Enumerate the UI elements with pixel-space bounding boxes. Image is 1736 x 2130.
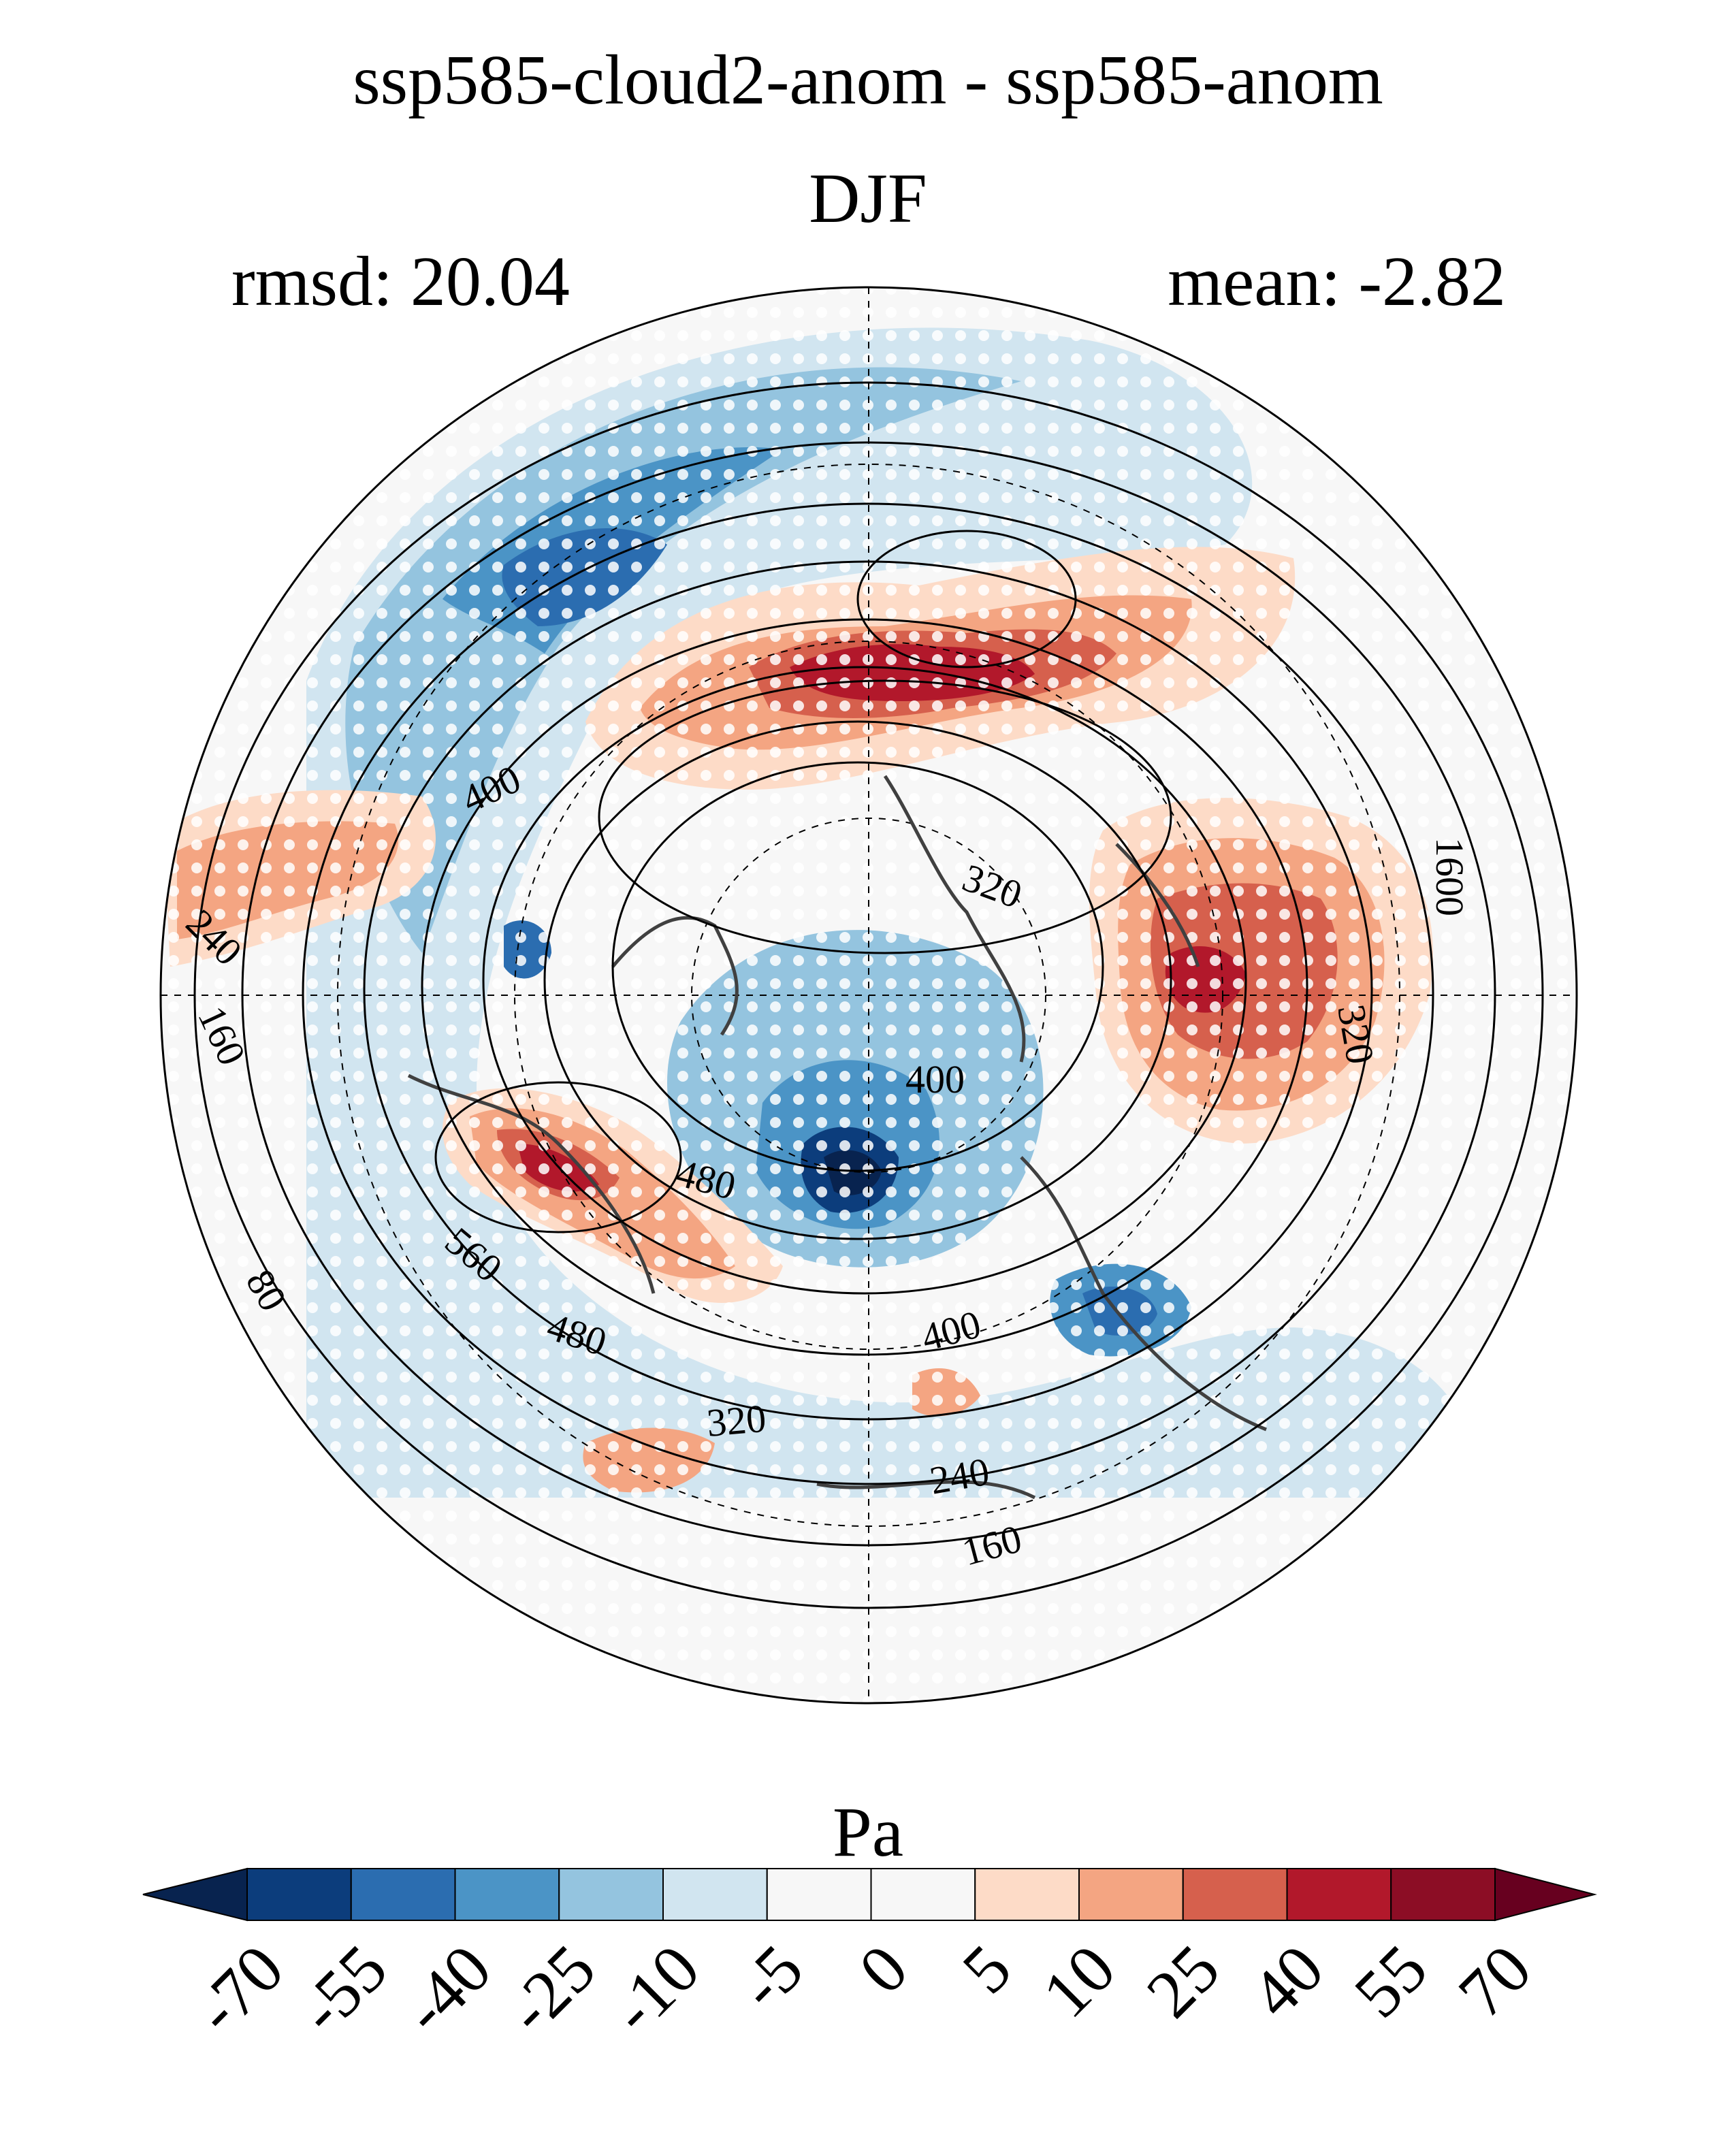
colorbar-swatch (766, 1868, 872, 1921)
contour-label: 400 (905, 1057, 965, 1101)
rmsd-label: rmsd: 20.04 (231, 242, 570, 321)
colorbar-swatch (558, 1868, 664, 1921)
colorbar-tick-label: 10 (1028, 1930, 1130, 2032)
colorbar-units: Pa (833, 1793, 903, 1871)
contour-label: 320 (1329, 1001, 1383, 1067)
polar-map: 400 320 240 160 400 480 560 480 400 320 … (159, 286, 1578, 1705)
colorbar-extend-min (142, 1867, 248, 1922)
colorbar-swatch (1182, 1868, 1288, 1921)
colorbar-tick-label: 40 (1236, 1930, 1338, 2032)
colorbar-tick-label: -25 (492, 1930, 610, 2048)
colorbar-tick-label: -55 (284, 1930, 402, 2048)
map-title: ssp585-cloud2-anom - ssp585-anom (353, 41, 1383, 119)
contour-label: 240 (927, 1449, 993, 1503)
colorbar-extend-max (1494, 1867, 1597, 1922)
map-boundary (159, 286, 1578, 1705)
season-label: DJF (809, 159, 927, 238)
colorbar-swatch (870, 1868, 976, 1921)
contour-label: 1600 (1428, 837, 1472, 916)
colorbar-tick-label: 5 (948, 1930, 1026, 2008)
colorbar-tick-label: -10 (596, 1930, 714, 2048)
colorbar-swatch (1078, 1868, 1184, 1921)
colorbar (142, 1867, 1597, 1922)
colorbar-swatch (974, 1868, 1080, 1921)
graticule (161, 287, 1577, 1703)
contour-label: 320 (705, 1396, 767, 1445)
colorbar-tick-label: 55 (1340, 1930, 1442, 2032)
colorbar-swatch (246, 1868, 352, 1921)
mean-label: mean: -2.82 (1168, 242, 1506, 321)
colorbar-tick-label: 0 (843, 1930, 922, 2008)
colorbar-swatch (1390, 1868, 1496, 1921)
colorbar-tick-label: 25 (1131, 1930, 1234, 2032)
colorbar-swatch (454, 1868, 560, 1921)
colorbar-tick-label: 70 (1444, 1930, 1546, 2032)
colorbar-tick-label: -70 (180, 1930, 298, 2048)
colorbar-swatch (662, 1868, 768, 1921)
height-contours (193, 381, 1544, 1609)
colorbar-tick-label: -40 (387, 1930, 506, 2048)
colorbar-tick-label: -5 (724, 1930, 818, 2024)
colorbar-swatch (1286, 1868, 1392, 1921)
colorbar-swatch (350, 1868, 456, 1921)
